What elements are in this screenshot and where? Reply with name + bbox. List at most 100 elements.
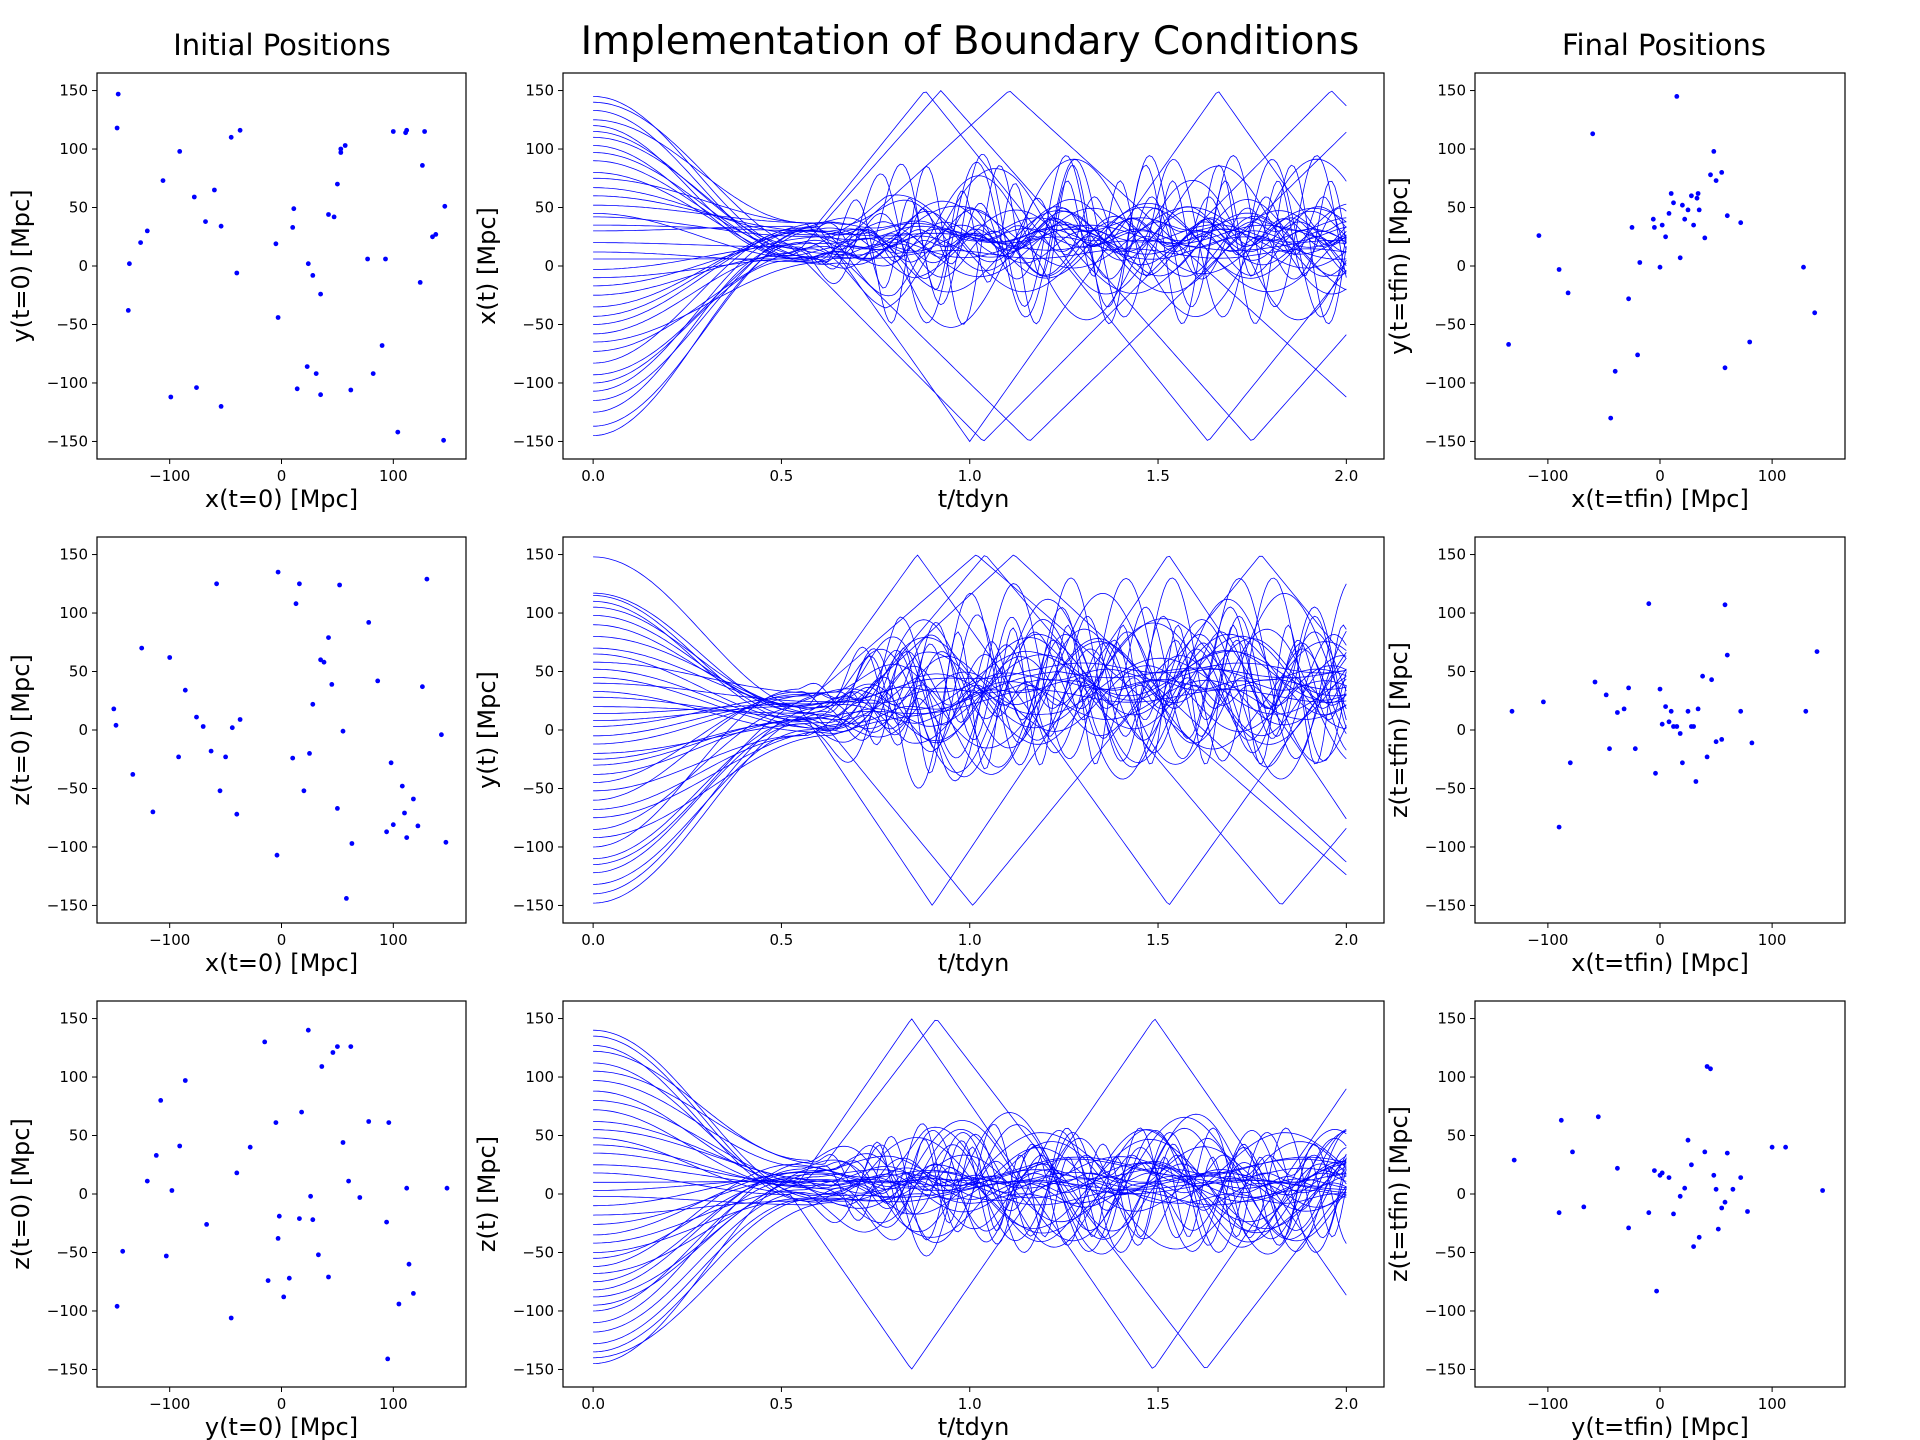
scatter-point xyxy=(290,225,296,230)
y-tick-label: 0 xyxy=(78,1185,88,1203)
y-tick-label: 0 xyxy=(1456,1185,1466,1203)
trajectory-line xyxy=(593,119,1347,441)
scatter-point xyxy=(1695,706,1701,712)
trajectory-line xyxy=(593,1018,1347,1369)
scatter-point xyxy=(194,385,199,390)
left-column-title: Initial Positions xyxy=(173,28,391,62)
scatter-point xyxy=(1747,339,1753,345)
scatter-point xyxy=(229,725,235,731)
scatter-point xyxy=(120,1248,126,1254)
x-axis-label: y(t=tfin) [Mpc] xyxy=(1571,1413,1749,1440)
trajectory-line xyxy=(593,164,1347,325)
y-tick-label: 150 xyxy=(59,1010,88,1028)
scatter-point xyxy=(318,291,323,297)
scatter-point xyxy=(273,1120,279,1125)
x-axis-label: t/tdyn xyxy=(938,949,1010,977)
scatter-point xyxy=(1567,760,1573,766)
scatter-point xyxy=(335,1044,340,1049)
y-tick-label: −50 xyxy=(1434,779,1466,797)
trajectory-line xyxy=(593,196,1347,352)
scatter-point xyxy=(1680,202,1685,208)
scatter-point xyxy=(1704,754,1710,760)
right-column-title: Final Positions xyxy=(1562,28,1766,62)
scatter-point xyxy=(1511,1157,1517,1163)
trajectory-line xyxy=(593,209,1347,427)
scatter-point xyxy=(1509,708,1515,714)
scatter-point xyxy=(379,343,385,348)
x-axis-label: t/tdyn xyxy=(938,1413,1010,1440)
scatter-point xyxy=(113,722,119,728)
scatter-point xyxy=(1685,207,1691,213)
scatter-point xyxy=(139,645,145,651)
scatter-point xyxy=(1659,1170,1665,1176)
scatter-point xyxy=(1674,94,1680,99)
scatter-point xyxy=(1682,216,1688,222)
final-xz-panel: −100 0 100 −150 −100 −50 0 50 100 150 x(t=tfin) [M… xyxy=(1385,536,1846,977)
x-axis-label: x(t=tfin) [Mpc] xyxy=(1571,949,1749,977)
scatter-point xyxy=(1696,1234,1702,1240)
scatter-point xyxy=(1724,213,1730,219)
trajectory-line xyxy=(593,195,1347,266)
scatter-point xyxy=(1722,602,1728,608)
trajectory-line xyxy=(593,615,1347,744)
scatter-point xyxy=(383,256,388,262)
y-tick-label: 150 xyxy=(525,546,554,564)
scatter-point xyxy=(1685,1137,1691,1143)
scatter-point xyxy=(1691,1244,1696,1249)
scatter-point xyxy=(411,796,416,802)
y-tick-label: −100 xyxy=(1425,1302,1466,1320)
y-tick-label: 150 xyxy=(525,82,554,100)
scatter-point xyxy=(1671,200,1676,206)
scatter-point xyxy=(1689,1162,1694,1168)
scatter-point xyxy=(1696,207,1702,213)
scatter-point xyxy=(299,1109,304,1115)
trajectory-line xyxy=(593,1116,1347,1242)
scatter-point xyxy=(305,1027,311,1033)
scatter-point xyxy=(223,754,229,760)
scatter-point xyxy=(1558,1117,1564,1123)
scatter-point xyxy=(1715,1226,1721,1232)
scatter-point xyxy=(177,1143,183,1149)
y-tick-label: −100 xyxy=(513,1302,554,1320)
y-tick-label: 100 xyxy=(1437,1068,1466,1086)
scatter-point xyxy=(1603,692,1609,698)
scatter-point xyxy=(319,1064,325,1069)
plot-area xyxy=(1506,94,1818,421)
scatter-point xyxy=(290,755,296,761)
scatter-point xyxy=(402,810,407,816)
x-tick-label: −100 xyxy=(149,467,190,485)
x-tick-label: 2.0 xyxy=(1334,467,1358,485)
scatter-point xyxy=(1803,708,1809,714)
scatter-point xyxy=(318,392,323,398)
scatter-point xyxy=(1677,1193,1683,1199)
scatter-point xyxy=(1674,724,1680,729)
y-tick-label: 100 xyxy=(59,140,88,158)
y-tick-label: −50 xyxy=(56,315,88,333)
scatter-point xyxy=(318,657,323,663)
scatter-point xyxy=(1590,131,1596,137)
trajectory-line xyxy=(593,1109,1347,1232)
scatter-point xyxy=(144,228,150,234)
trajectory-line xyxy=(593,1126,1347,1243)
scatter-point xyxy=(1738,220,1744,226)
trajectory-line xyxy=(593,592,1347,874)
y-tick-label: −100 xyxy=(513,374,554,392)
y-tick-label: −100 xyxy=(513,838,554,856)
scatter-point xyxy=(424,576,430,582)
x-tick-label: 100 xyxy=(379,1395,408,1413)
scatter-point xyxy=(443,839,449,845)
y-tick-label: 50 xyxy=(535,1127,554,1145)
y-axis-label: y(t=0) [Mpc] xyxy=(7,189,35,342)
plot-area xyxy=(593,1018,1347,1370)
y-tick-label: 100 xyxy=(59,1068,88,1086)
scatter-point xyxy=(404,127,410,133)
trajectory-line xyxy=(593,1161,1347,1359)
trajectory-line xyxy=(593,91,1347,441)
scatter-point xyxy=(153,1153,159,1158)
trajectory-line xyxy=(593,650,1347,737)
y-tick-label: −50 xyxy=(522,315,554,333)
trajectory-line xyxy=(593,1177,1347,1189)
scatter-point xyxy=(346,1178,351,1184)
trajectory-line xyxy=(593,207,1347,384)
scatter-point xyxy=(111,706,117,712)
